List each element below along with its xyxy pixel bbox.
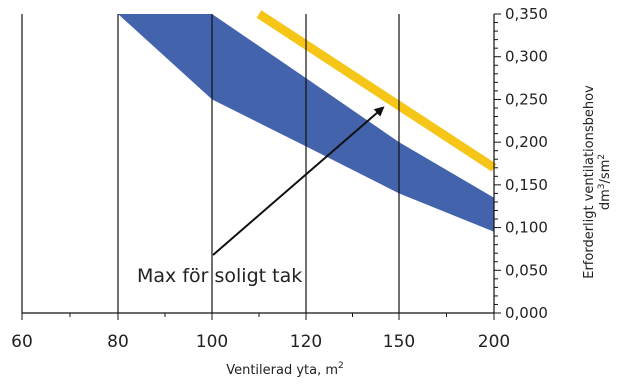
- x-tick-label: 120: [290, 332, 322, 352]
- y-axis-label-line1: Erforderligt ventilationsbehov: [582, 85, 597, 279]
- y-tick-label: 0,050: [505, 261, 548, 279]
- y-tick-label: 0,100: [505, 219, 548, 237]
- max-sunny-roof-line: [256, 10, 497, 172]
- x-tick-label: 80: [107, 332, 129, 352]
- y-tick-label: 0,350: [505, 5, 548, 23]
- y-tick-label: 0,150: [505, 176, 548, 194]
- y-tick-label: 0,200: [505, 133, 548, 151]
- x-tick-label: 200: [478, 332, 510, 352]
- y-tick-label: 0,250: [505, 90, 548, 108]
- y-axis-label-line2: dm3/sm2: [597, 154, 613, 210]
- x-tick-label: 100: [196, 332, 228, 352]
- x-tick-label: 150: [383, 332, 415, 352]
- y-tick-label: 0,000: [505, 304, 548, 322]
- annotation-arrow: [212, 106, 385, 256]
- annotation-label: Max för soligt tak: [137, 265, 302, 287]
- y-tick-label: 0,300: [505, 48, 548, 66]
- x-tick-label: 60: [11, 332, 33, 352]
- x-axis-label: Ventilerad yta, m2: [226, 361, 344, 378]
